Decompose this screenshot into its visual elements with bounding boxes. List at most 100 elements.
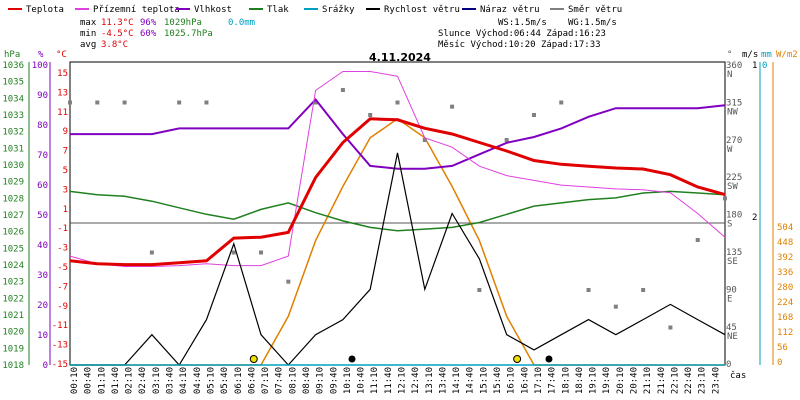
celsius-tick: 11 (57, 108, 68, 118)
moonset-icon (545, 355, 553, 363)
plot-area (68, 71, 727, 367)
legend-label-4: Srážky (322, 5, 355, 15)
wind-direction-point (204, 100, 209, 105)
wind-direction-point (122, 100, 127, 105)
wind-direction-point (149, 250, 154, 255)
celsius-tick: -1 (57, 224, 68, 234)
celsius-tick: -3 (57, 244, 68, 254)
wind-direction-point (450, 104, 455, 109)
dir-tick: W (727, 145, 733, 155)
pct-tick: 50 (37, 211, 48, 221)
ms-unit: m/s (742, 50, 758, 60)
stat-min-press: 1025.7hPa (164, 29, 213, 39)
wind-direction-point (368, 113, 373, 117)
stat-wind: WS:1.5m/s (498, 18, 547, 28)
stat-max-temp: 11.3°C (101, 18, 134, 28)
deg-tick: 180 (726, 211, 742, 221)
wm-tick: 168 (777, 313, 793, 323)
time-tick: 03:40 (166, 367, 176, 394)
time-tick: 15:40 (493, 367, 503, 394)
wind-direction-point (477, 288, 482, 292)
stat-max-hum: 96% (140, 18, 157, 28)
time-tick: 15:10 (479, 367, 489, 394)
wm-tick: 392 (777, 253, 793, 263)
stat-min-temp: -4.5°C (101, 29, 134, 39)
wind-direction-point (531, 113, 536, 117)
pct-unit: % (38, 50, 44, 60)
hpa-tick: 1030 (2, 161, 24, 171)
celsius-tick: -13 (52, 341, 68, 351)
celsius-tick: 9 (63, 127, 68, 137)
deg-unit: ° (727, 50, 732, 60)
legend-label-3: Tlak (267, 5, 289, 15)
time-tick: 08:40 (302, 367, 312, 394)
stat-min-label: min (80, 29, 96, 39)
wm-tick: 224 (777, 298, 793, 308)
wind-direction-point (723, 196, 727, 201)
stats-block: max 11.3°C 96% 1029hPa 0.0mm min -4.5°C … (80, 18, 617, 50)
wm-tick: 504 (777, 223, 793, 233)
wind-direction-point (313, 100, 318, 105)
deg-tick: 360 (726, 61, 742, 71)
time-tick: 02:10 (125, 367, 135, 394)
hpa-tick: 1024 (2, 261, 24, 271)
wm-tick: 56 (777, 343, 788, 353)
time-tick: 01:10 (97, 367, 107, 394)
time-tick: 05:40 (220, 367, 230, 394)
ms-tick: 1 (752, 61, 757, 71)
stat-min-hum: 60% (140, 29, 157, 39)
hpa-tick: 1036 (2, 61, 24, 71)
wm-tick: 280 (777, 283, 793, 293)
wind-direction-point (586, 288, 591, 292)
wind-direction-point (613, 304, 618, 309)
time-tick: 17:10 (534, 367, 544, 394)
stat-sun: Slunce Východ:06:44 Západ:16:23 (438, 29, 606, 39)
legend-label-1: Přízemní teplota (93, 5, 180, 15)
time-tick: 22:40 (684, 367, 694, 394)
dir-tick: E (727, 294, 732, 304)
time-tick: 14:10 (452, 367, 462, 394)
pct-tick: 100 (32, 61, 48, 71)
time-tick: 09:40 (329, 367, 339, 394)
ms-tick: 2 (752, 213, 757, 223)
deg-tick: 135 (726, 248, 742, 258)
hpa-tick: 1033 (2, 111, 24, 121)
celsius-tick: 3 (63, 185, 68, 195)
mm-tick: 0 (762, 61, 767, 71)
dir-tick: NE (727, 332, 738, 342)
wind-direction-point (395, 100, 400, 105)
dir-tick: S (727, 220, 732, 230)
time-tick: 23:10 (698, 367, 708, 394)
legend-label-5: Rychlost větru (384, 5, 460, 15)
legend-label-7: Směr větru (568, 5, 622, 15)
time-tick: 14:40 (466, 367, 476, 394)
celsius-tick: 1 (63, 205, 68, 215)
wind-direction-point (504, 138, 509, 142)
celsius-tick: 5 (63, 166, 68, 176)
pct-tick: 20 (37, 301, 48, 311)
celsius-tick: -5 (57, 263, 68, 273)
hpa-tick: 1035 (2, 78, 24, 88)
legend-label-2: Vlhkost (194, 5, 232, 15)
celsius-tick: 15 (57, 69, 68, 79)
wm-tick: 112 (777, 328, 793, 338)
hpa-tick: 1019 (2, 344, 24, 354)
celsius-tick: 13 (57, 88, 68, 98)
hpa-tick: 1032 (2, 128, 24, 138)
hpa-tick: 1034 (2, 94, 24, 104)
wind-direction-point (641, 288, 646, 292)
series-temperature (69, 117, 726, 267)
deg-tick: 45 (726, 323, 737, 333)
axes: 1036103510341033103210311030102910281027… (2, 50, 797, 394)
time-tick: 05:10 (206, 367, 216, 394)
time-tick: 11:10 (370, 367, 380, 394)
time-tick: 12:10 (398, 367, 408, 394)
dir-tick: SE (727, 257, 738, 267)
dir-tick: SW (727, 182, 738, 192)
stat-max-rain: 0.0mm (228, 18, 255, 28)
pct-tick: 90 (37, 91, 48, 101)
celsius-tick: -9 (57, 302, 68, 312)
pct-tick: 40 (37, 241, 48, 251)
moonrise-icon (348, 355, 356, 363)
